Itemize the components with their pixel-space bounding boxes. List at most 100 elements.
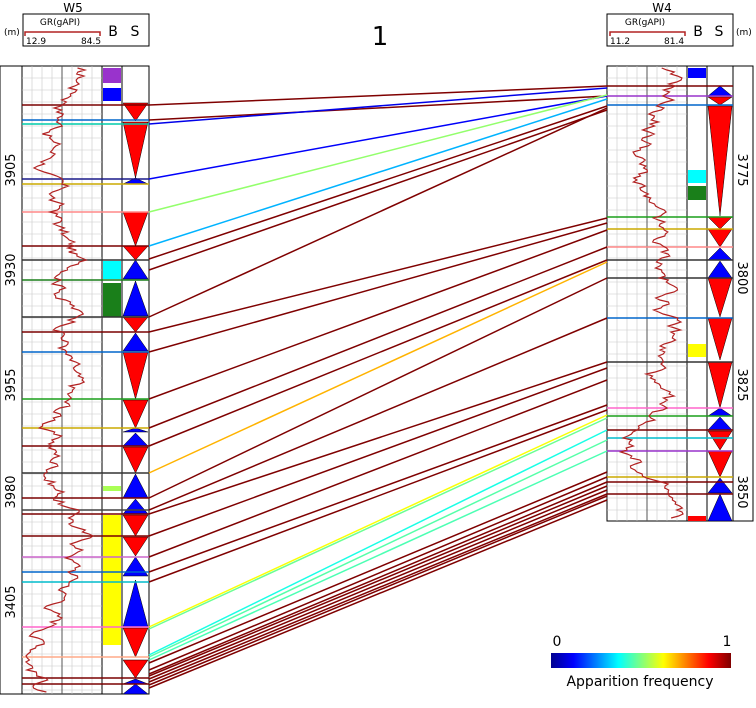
right-depth-label: 3800 xyxy=(734,261,749,294)
correlation-line xyxy=(148,85,608,106)
correlation-line xyxy=(148,499,608,689)
correlation-line xyxy=(148,261,608,474)
correlation-line xyxy=(148,98,608,247)
b-column-block xyxy=(103,88,121,101)
left-depth-label: 3405 xyxy=(4,585,19,618)
colorbar-label: Apparition frequency xyxy=(566,674,713,690)
right-well-name: W4 xyxy=(652,1,672,15)
correlation-line xyxy=(148,105,608,260)
correlation-line xyxy=(148,229,608,400)
right-well-header: W4 (m) GR(gAPI) 11.2 81.4 B S xyxy=(606,1,752,47)
correlation-line xyxy=(148,94,608,213)
correlation-line xyxy=(148,414,608,628)
right-depth-labels: 3775 3800 3825 3850 xyxy=(734,153,749,508)
correlation-line xyxy=(148,417,608,630)
correlation-line xyxy=(148,361,608,515)
correlation-line xyxy=(148,246,608,429)
triangle-up xyxy=(707,477,733,494)
b-column-block xyxy=(688,516,706,521)
right-b-track xyxy=(686,65,708,522)
triangle-down xyxy=(122,659,149,679)
right-col-b: B xyxy=(693,24,703,40)
right-log-min: 11.2 xyxy=(610,37,630,47)
triangle-down xyxy=(122,102,149,122)
triangle-down xyxy=(122,446,149,474)
left-log-max: 84.5 xyxy=(81,37,101,47)
left-depth-label: 3930 xyxy=(4,253,19,286)
correlation-line xyxy=(148,409,608,583)
correlation-line xyxy=(148,476,608,671)
b-column-block xyxy=(103,486,121,491)
right-col-s: S xyxy=(715,24,724,40)
figure-title: 1 xyxy=(372,22,389,52)
correlation-line xyxy=(148,317,608,511)
left-depth-label: 3905 xyxy=(4,153,19,186)
triangle-up xyxy=(122,332,149,352)
correlation-line xyxy=(148,217,608,333)
correlation-line xyxy=(148,485,608,677)
correlation-line xyxy=(148,489,608,680)
right-depth-label: 3825 xyxy=(734,368,749,401)
left-well-name: W5 xyxy=(63,1,83,15)
right-b-column xyxy=(688,68,706,521)
triangle-up xyxy=(707,493,733,522)
left-col-b: B xyxy=(108,24,118,40)
left-b-column xyxy=(103,68,121,645)
right-well-tracks: 3775 3800 3825 3850 xyxy=(606,65,754,522)
right-depth-label: 3775 xyxy=(734,153,749,186)
correlation-line xyxy=(148,439,608,658)
triangle-down xyxy=(707,430,733,451)
left-col-s: S xyxy=(131,24,140,40)
left-s-column xyxy=(122,102,149,695)
right-log-scale-bar xyxy=(609,31,686,36)
correlation-lines xyxy=(148,85,608,689)
correlation-line xyxy=(148,277,608,499)
correlation-line xyxy=(148,493,608,683)
left-gr-curve xyxy=(24,67,95,693)
triangle-up xyxy=(122,259,149,280)
correlation-line xyxy=(148,379,608,558)
right-depth-label: 3850 xyxy=(734,475,749,508)
triangle-down xyxy=(122,514,149,537)
left-depth-label: 3955 xyxy=(4,368,19,401)
b-column-block xyxy=(688,68,706,78)
left-log-scale-bar xyxy=(24,31,101,36)
b-column-block xyxy=(688,186,706,200)
b-column-block xyxy=(103,283,121,317)
correlation-line xyxy=(148,222,608,353)
triangle-down xyxy=(122,536,149,557)
left-depth-label: 3980 xyxy=(4,475,19,508)
correlation-line xyxy=(148,404,608,573)
correlation-line xyxy=(148,450,608,661)
right-depth-track xyxy=(732,65,754,522)
left-log-name: GR(gAPI) xyxy=(40,18,80,28)
left-log-min: 12.9 xyxy=(26,37,46,47)
right-header-box xyxy=(606,13,734,47)
correlation-line xyxy=(148,87,608,125)
triangle-down xyxy=(707,96,733,106)
right-horizons xyxy=(607,85,733,495)
correlation-line xyxy=(148,367,608,537)
triangle-up xyxy=(122,683,149,695)
triangle-down xyxy=(707,105,733,217)
right-log-name: GR(gAPI) xyxy=(625,18,665,28)
b-column-block xyxy=(103,515,121,645)
left-depth-labels: 3905 3930 3955 3980 3405 xyxy=(4,153,19,618)
left-header-box xyxy=(22,13,150,47)
correlation-line xyxy=(148,109,608,271)
right-depth-unit: (m) xyxy=(736,28,752,38)
correlation-line xyxy=(148,95,608,121)
correlation-line xyxy=(148,471,608,664)
correlation-line xyxy=(148,495,608,686)
b-column-block xyxy=(103,68,121,83)
correlation-line xyxy=(148,95,608,180)
right-log-max: 81.4 xyxy=(664,37,684,47)
colorbar-min-label: 0 xyxy=(553,634,562,650)
colorbar: 0 1 Apparition frequency xyxy=(551,634,731,690)
correlation-line xyxy=(148,107,608,318)
colorbar-gradient xyxy=(551,653,731,668)
triangle-up xyxy=(122,427,149,433)
b-column-block xyxy=(688,344,706,357)
triangle-up xyxy=(122,280,149,317)
